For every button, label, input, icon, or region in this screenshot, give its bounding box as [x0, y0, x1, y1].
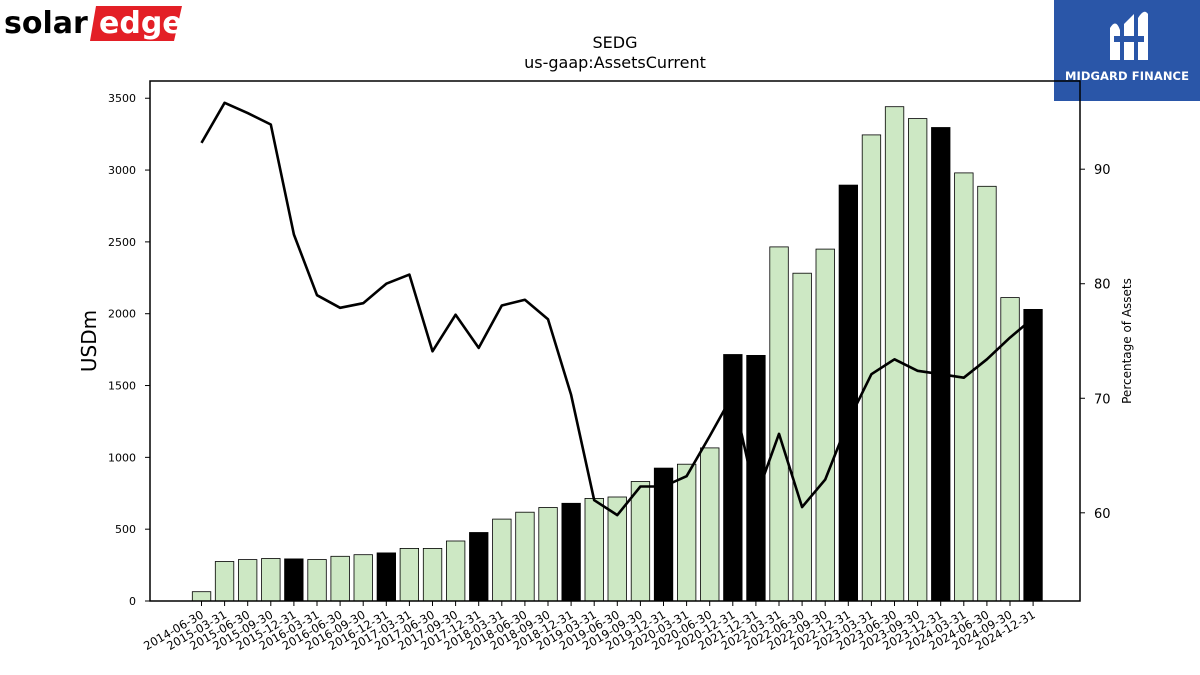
midgard-mark-icon	[1110, 11, 1148, 61]
bar-2019-12-31	[653, 467, 674, 602]
bar-2023-03-31	[861, 134, 882, 602]
bar-2019-09-30	[630, 481, 651, 602]
logo-text-solar: solar	[4, 6, 88, 41]
bar-2017-09-30	[445, 540, 466, 602]
midgard-finance-text: MIDGARD FINANCE	[1064, 69, 1190, 83]
bar-2024-12-31	[1023, 308, 1043, 602]
chart-title: SEDG	[593, 33, 638, 52]
solaredge-logo: solar edge	[4, 6, 183, 41]
y-axis-label: USDm	[77, 310, 101, 372]
y-tick-label: 2500	[108, 236, 136, 249]
bar-2018-03-31	[492, 518, 512, 602]
y-tick-label: 3500	[108, 92, 136, 105]
bar-2018-12-31	[561, 502, 581, 602]
bar-2015-03-31	[214, 561, 235, 602]
right-y-axis: 60 70 80 90	[1080, 163, 1111, 522]
plot-frame	[149, 80, 1081, 602]
logo-edge-badge: edge	[90, 6, 183, 41]
bar-2016-06-30	[330, 555, 350, 602]
bar-2023-12-31	[931, 127, 951, 602]
right-y-axis-label: Percentage of Assets	[1120, 278, 1134, 404]
bar-2024-06-30	[977, 185, 997, 602]
bar-2022-12-31	[838, 184, 858, 602]
x-axis: 2014-06-302015-03-312015-06-302015-09-30…	[141, 601, 1038, 653]
bar-2016-12-31	[376, 552, 397, 602]
bar-2014-06-30	[191, 591, 212, 602]
bar-2015-12-31	[284, 558, 304, 602]
y-tick-label: 2000	[108, 308, 136, 321]
y-tick-label: 500	[115, 523, 136, 536]
left-y-axis: 0 500 1000 1500 2000 2500 3000 3500	[108, 92, 150, 608]
y-tick-label: 3000	[108, 164, 136, 177]
percentage-of-assets-line	[200, 101, 1034, 517]
y2-tick-label: 80	[1094, 278, 1111, 293]
bar-2019-06-30	[607, 496, 627, 602]
y-tick-label: 0	[129, 595, 136, 608]
chart-subtitle: us-gaap:AssetsCurrent	[524, 53, 706, 72]
bar-2016-09-30	[353, 554, 373, 602]
bar-2015-06-30	[237, 559, 258, 602]
bar-2023-09-30	[908, 118, 928, 602]
bar-2015-09-30	[261, 558, 281, 602]
bar-2016-03-31	[307, 559, 327, 602]
bar-2023-06-30	[884, 106, 905, 602]
bar-2017-06-30	[422, 548, 443, 602]
bar-2022-06-30	[792, 272, 812, 602]
bar-2019-03-31	[584, 497, 604, 602]
line-series	[200, 101, 1034, 517]
bar-2020-12-31	[723, 354, 743, 602]
midgard-finance-logo: MIDGARD FINANCE	[1054, 0, 1200, 101]
bar-2017-03-31	[399, 548, 420, 602]
bar-series	[191, 106, 1043, 602]
y2-tick-label: 90	[1094, 163, 1111, 178]
y2-tick-label: 60	[1094, 507, 1111, 522]
bar-2018-06-30	[515, 511, 535, 602]
y-tick-label: 1500	[108, 380, 136, 393]
bar-2022-03-31	[769, 246, 789, 602]
bar-2017-12-31	[469, 532, 489, 602]
bar-2020-06-30	[700, 447, 720, 602]
bar-2020-03-31	[677, 463, 697, 602]
y-tick-label: 1000	[108, 451, 136, 464]
bar-2018-09-30	[538, 507, 558, 602]
logo-text-edge: edge	[99, 6, 183, 41]
bar-2022-09-30	[815, 248, 835, 602]
y2-tick-label: 70	[1094, 392, 1111, 407]
bar-2024-03-31	[954, 172, 974, 602]
